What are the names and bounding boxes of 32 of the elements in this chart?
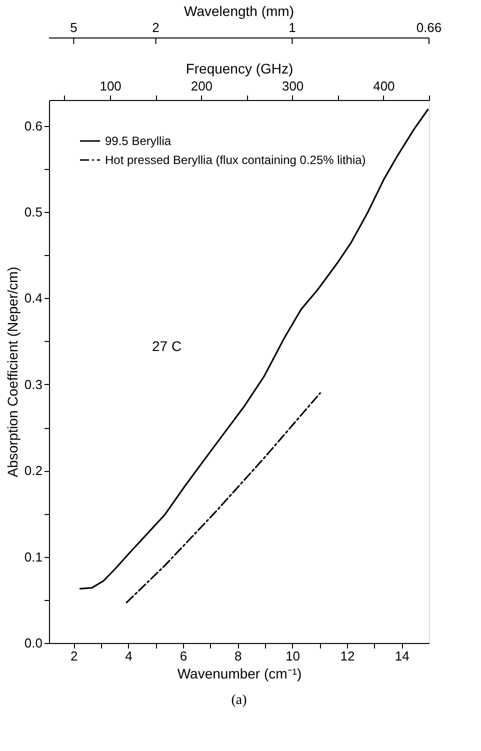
annotation: 27 C (152, 338, 182, 354)
x2-tick-label: 200 (190, 78, 213, 94)
x-tick-label: 6 (180, 648, 188, 664)
x-tick-label: 12 (340, 648, 355, 664)
x-tick-label: 10 (286, 648, 300, 664)
text: (a) (231, 693, 248, 708)
text: 2 (152, 20, 160, 35)
text: 0.66 (416, 20, 442, 35)
x-tick-label: 8 (234, 648, 242, 664)
text: Wavelength (mm) (184, 3, 294, 19)
y-axis-title: Absorption Coefficient (Neper/cm) (4, 266, 20, 478)
y-tick-label: 0.4 (24, 290, 42, 306)
x-tick-label: 4 (125, 648, 132, 664)
line-series (79, 108, 429, 590)
legend-label: 99.5 Beryllia (105, 134, 172, 148)
y-tick-label: 0.1 (24, 549, 42, 564)
x-tick-label: 2 (70, 648, 78, 664)
y-tick-label: 0.0 (24, 636, 42, 650)
text: 1 (288, 20, 296, 35)
x-axis-title: Wavenumber (cm⁻¹) (177, 666, 302, 682)
y-tick-label: 0.2 (24, 463, 42, 478)
y-tick-label: 0.6 (24, 118, 42, 134)
y-tick-label: 0.3 (24, 376, 42, 392)
line-series (126, 392, 321, 604)
x-tick-label: 14 (394, 648, 410, 664)
legend-label: Hot pressed Beryllia (flux containing 0.25% lithia) (105, 153, 366, 167)
text: 5 (70, 20, 78, 35)
x2-tick-label: 100 (100, 78, 122, 94)
x2-axis-title: Frequency (GHz) (186, 60, 294, 76)
x2-tick-label: 300 (282, 78, 304, 94)
y-tick-label: 0.5 (24, 204, 42, 220)
x2-tick-label: 400 (373, 78, 395, 94)
